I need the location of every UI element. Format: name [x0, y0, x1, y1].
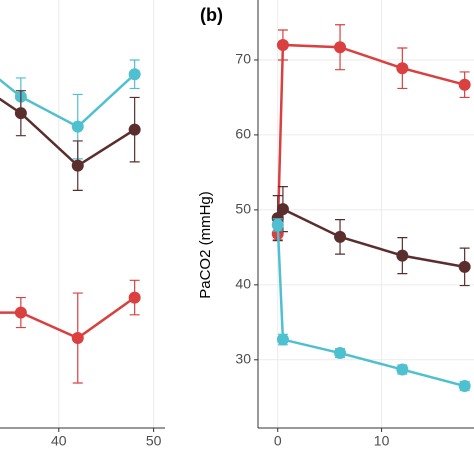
y-tick-label: 40 — [235, 276, 251, 292]
point — [276, 38, 289, 51]
point — [396, 62, 409, 75]
series-line — [276, 43, 465, 234]
plot-area — [0, 59, 141, 384]
point — [128, 68, 141, 81]
series-line — [0, 296, 136, 340]
point — [276, 203, 289, 216]
panel: 30 40 50 60 70 0 10 — [235, 0, 474, 449]
point — [71, 332, 84, 345]
plot-area — [271, 24, 471, 393]
point — [71, 120, 84, 133]
y-tick-label: 60 — [235, 126, 251, 142]
panel: 40 50 — [0, 0, 165, 449]
point — [128, 291, 141, 304]
panel-title: (b) — [200, 5, 223, 25]
point — [71, 159, 84, 172]
point — [128, 123, 141, 136]
x-tick-label: 10 — [374, 433, 390, 449]
x-tick-label: 50 — [146, 433, 162, 449]
y-axis-label: PaCO2 (mmHg) — [197, 191, 214, 299]
point — [14, 107, 27, 120]
point — [458, 78, 471, 91]
series-line — [276, 207, 465, 269]
series-line — [0, 73, 136, 129]
point — [271, 218, 284, 231]
point — [458, 260, 471, 273]
point — [334, 230, 347, 243]
point — [396, 363, 409, 376]
point — [334, 347, 347, 360]
point — [396, 249, 409, 262]
x-tick-label: 0 — [274, 433, 282, 449]
y-tick-label: 70 — [235, 51, 251, 67]
series-line — [0, 97, 136, 168]
x-tick-label: 40 — [51, 433, 67, 449]
point — [334, 41, 347, 54]
y-tick-label: 50 — [235, 201, 251, 217]
point — [276, 333, 289, 346]
series-line — [276, 224, 465, 388]
point — [458, 380, 471, 393]
y-tick-label: 30 — [235, 350, 251, 366]
point — [14, 306, 27, 319]
